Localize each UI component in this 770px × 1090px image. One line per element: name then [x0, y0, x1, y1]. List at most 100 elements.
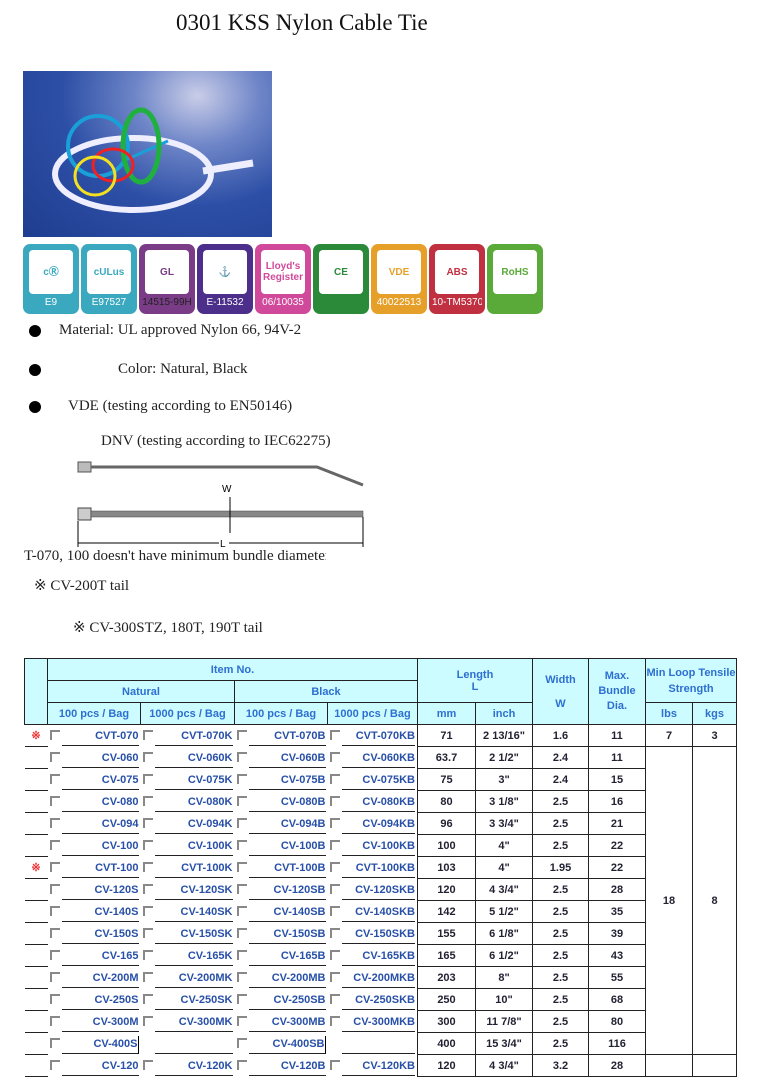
select-checkbox[interactable] — [142, 773, 153, 784]
item-code: CV-150SK — [154, 926, 233, 944]
item-code: CV-060KB — [341, 750, 415, 768]
table-row: CV-165 CV-165K CV-165B CV-165KB 165 6 1/2" 2.5… — [24, 944, 737, 967]
item-code: CV-250SK — [154, 992, 233, 1010]
mm-cell: 155 — [417, 922, 476, 945]
select-checkbox[interactable] — [329, 993, 340, 1004]
select-checkbox[interactable] — [49, 773, 60, 784]
star-mark — [24, 834, 48, 857]
select-checkbox[interactable] — [142, 1059, 153, 1070]
inch-cell: 8" — [475, 966, 533, 989]
select-checkbox[interactable] — [329, 817, 340, 828]
vde-text: VDE (testing according to EN50146) — [68, 398, 293, 414]
item-code: CV-150SB — [248, 926, 326, 944]
select-checkbox[interactable] — [49, 949, 60, 960]
item-cell: CV-080B — [235, 791, 328, 813]
table-row: CV-300M CV-300MK CV-300MB CV-300MKB 300 11 7/… — [24, 1010, 737, 1033]
select-checkbox[interactable] — [329, 861, 340, 872]
select-checkbox[interactable] — [142, 905, 153, 916]
select-checkbox[interactable] — [236, 861, 247, 872]
select-checkbox[interactable] — [142, 993, 153, 1004]
select-checkbox[interactable] — [236, 883, 247, 894]
tensile-header: Min Loop Tensile Strength — [645, 658, 737, 703]
select-checkbox[interactable] — [49, 839, 60, 850]
select-checkbox[interactable] — [236, 971, 247, 982]
select-checkbox[interactable] — [49, 817, 60, 828]
star-mark — [24, 1054, 48, 1077]
item-code: CV-400SB — [248, 1035, 326, 1054]
select-checkbox[interactable] — [329, 883, 340, 894]
select-checkbox[interactable] — [49, 861, 60, 872]
item-code: CV-300MB — [248, 1014, 326, 1032]
mm-cell: 63.7 — [417, 746, 476, 769]
select-checkbox[interactable] — [236, 993, 247, 1004]
select-checkbox[interactable] — [49, 905, 60, 916]
logo-code: 10-TM53702 — [432, 297, 482, 308]
select-checkbox[interactable] — [49, 883, 60, 894]
select-checkbox[interactable] — [142, 751, 153, 762]
select-checkbox[interactable] — [236, 949, 247, 960]
select-checkbox[interactable] — [142, 971, 153, 982]
item-code: CV-080KB — [341, 794, 415, 812]
select-checkbox[interactable] — [236, 927, 247, 938]
select-checkbox[interactable] — [49, 927, 60, 938]
mm-cell: 165 — [417, 944, 476, 967]
max-cell: 22 — [588, 856, 646, 879]
select-checkbox[interactable] — [329, 751, 340, 762]
select-checkbox[interactable] — [49, 751, 60, 762]
select-checkbox[interactable] — [329, 730, 340, 740]
select-checkbox[interactable] — [49, 730, 60, 740]
select-checkbox[interactable] — [236, 1059, 247, 1070]
item-cell: CV-150SB — [235, 923, 328, 945]
select-checkbox[interactable] — [329, 949, 340, 960]
item-cell: CV-140S — [48, 901, 141, 923]
select-checkbox[interactable] — [49, 971, 60, 982]
select-checkbox[interactable] — [49, 1037, 60, 1048]
item-cell: CV-300MB — [235, 1011, 328, 1033]
inch-cell: 2 13/16" — [475, 724, 533, 747]
select-checkbox[interactable] — [142, 861, 153, 872]
select-checkbox[interactable] — [236, 795, 247, 806]
select-checkbox[interactable] — [329, 927, 340, 938]
mm-cell: 120 — [417, 878, 476, 901]
select-checkbox[interactable] — [142, 1015, 153, 1026]
select-checkbox[interactable] — [329, 1059, 340, 1070]
select-checkbox[interactable] — [236, 839, 247, 850]
select-checkbox[interactable] — [142, 927, 153, 938]
select-checkbox[interactable] — [236, 1037, 247, 1048]
select-checkbox[interactable] — [329, 773, 340, 784]
select-checkbox[interactable] — [49, 795, 60, 806]
select-checkbox[interactable] — [329, 905, 340, 916]
select-checkbox[interactable] — [142, 839, 153, 850]
item-code: CVT-070 — [61, 728, 139, 746]
item-code: CV-075KB — [341, 772, 415, 790]
max-cell: 11 — [588, 746, 646, 769]
select-checkbox[interactable] — [142, 883, 153, 894]
select-checkbox[interactable] — [49, 1015, 60, 1026]
select-checkbox[interactable] — [49, 993, 60, 1004]
select-checkbox[interactable] — [236, 751, 247, 762]
w-cell: 2.5 — [532, 878, 589, 901]
table-row: CV-250S CV-250SK CV-250SB CV-250SKB 250 10" 2.… — [24, 988, 737, 1011]
star-icon: ※ — [31, 862, 41, 874]
item-cell: CV-300MKB — [328, 1011, 418, 1033]
select-checkbox[interactable] — [142, 949, 153, 960]
select-checkbox[interactable] — [329, 839, 340, 850]
select-checkbox[interactable] — [329, 1015, 340, 1026]
star-mark — [24, 944, 48, 967]
select-checkbox[interactable] — [236, 773, 247, 784]
star-mark — [24, 900, 48, 923]
max-bundle-header: Max. Bundle Dia. — [588, 658, 646, 725]
inch-cell: 4" — [475, 834, 533, 857]
select-checkbox[interactable] — [236, 730, 247, 740]
table-row: CV-120 CV-120K CV-120B CV-120KB 120 4 3/4" 3.2… — [24, 1054, 737, 1077]
select-checkbox[interactable] — [236, 817, 247, 828]
select-checkbox[interactable] — [236, 1015, 247, 1026]
select-checkbox[interactable] — [142, 730, 153, 740]
select-checkbox[interactable] — [236, 905, 247, 916]
select-checkbox[interactable] — [142, 817, 153, 828]
select-checkbox[interactable] — [142, 795, 153, 806]
kgs-cell: 3 — [692, 724, 737, 747]
select-checkbox[interactable] — [49, 1059, 60, 1070]
select-checkbox[interactable] — [329, 795, 340, 806]
select-checkbox[interactable] — [329, 971, 340, 982]
